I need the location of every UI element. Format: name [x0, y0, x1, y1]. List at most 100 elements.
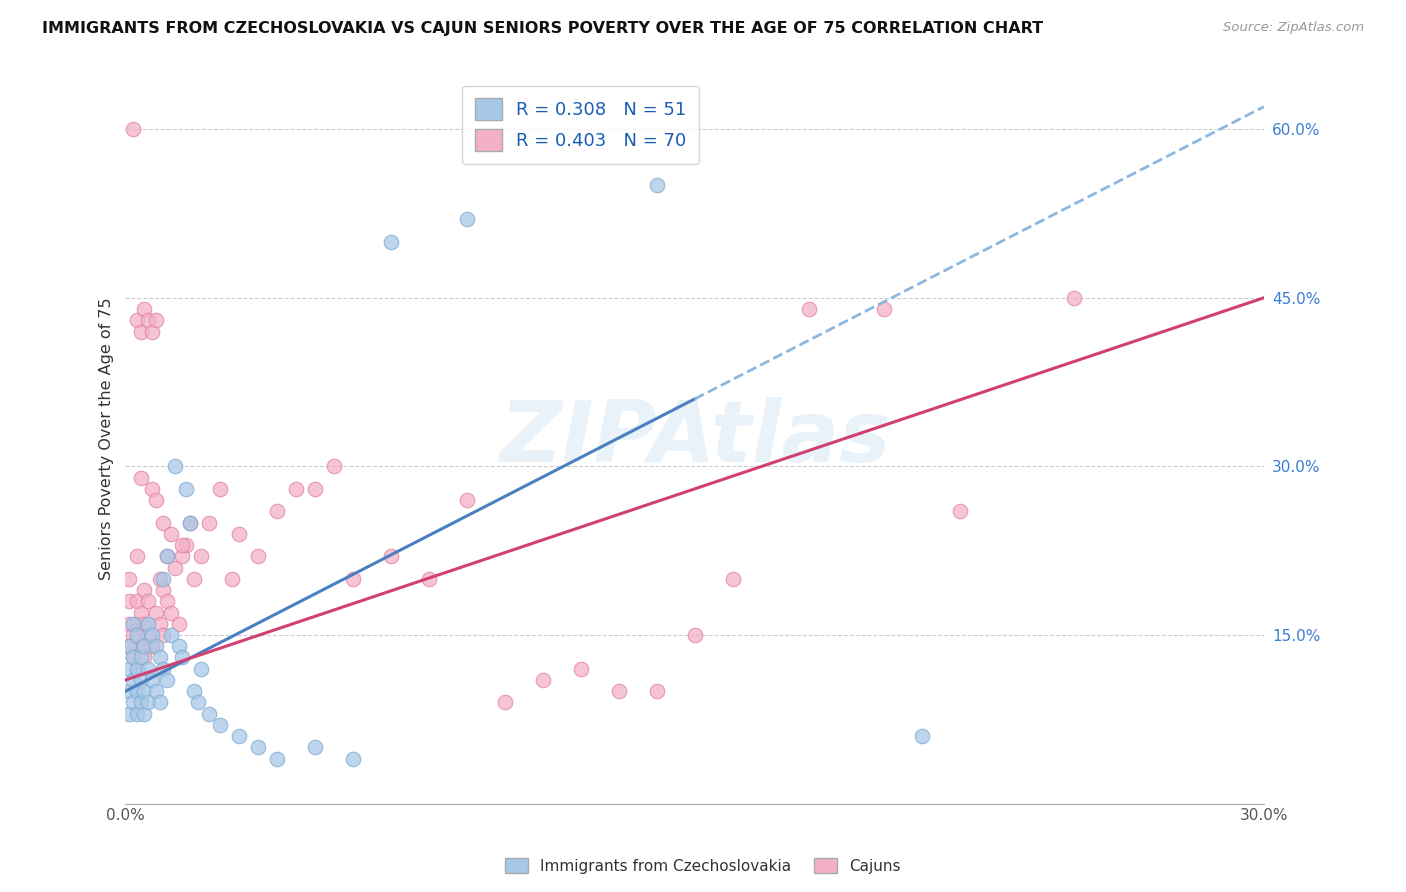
Point — [125, 662, 148, 676]
Point — [129, 639, 152, 653]
Point — [285, 482, 308, 496]
Point — [129, 673, 152, 687]
Point — [152, 582, 174, 597]
Point — [118, 662, 141, 676]
Point — [141, 482, 163, 496]
Point — [129, 650, 152, 665]
Point — [136, 696, 159, 710]
Point — [167, 616, 190, 631]
Point — [304, 740, 326, 755]
Point — [141, 673, 163, 687]
Point — [190, 662, 212, 676]
Point — [129, 606, 152, 620]
Point — [721, 572, 744, 586]
Point — [134, 684, 156, 698]
Point — [1063, 291, 1085, 305]
Point — [141, 639, 163, 653]
Point — [129, 470, 152, 484]
Point — [145, 313, 167, 327]
Point — [167, 639, 190, 653]
Point — [118, 639, 141, 653]
Point — [122, 696, 145, 710]
Text: ZIPAtlas: ZIPAtlas — [499, 397, 890, 480]
Point — [456, 212, 478, 227]
Point — [125, 628, 148, 642]
Point — [221, 572, 243, 586]
Point — [380, 235, 402, 249]
Point — [134, 301, 156, 316]
Point — [160, 628, 183, 642]
Point — [873, 301, 896, 316]
Point — [152, 662, 174, 676]
Point — [209, 718, 232, 732]
Point — [187, 696, 209, 710]
Point — [418, 572, 440, 586]
Point — [149, 696, 172, 710]
Point — [149, 572, 172, 586]
Point — [134, 639, 156, 653]
Point — [136, 594, 159, 608]
Point — [380, 549, 402, 564]
Point — [118, 639, 141, 653]
Point — [228, 729, 250, 743]
Point — [645, 684, 668, 698]
Legend: Immigrants from Czechoslovakia, Cajuns: Immigrants from Czechoslovakia, Cajuns — [499, 852, 907, 880]
Point — [342, 752, 364, 766]
Point — [122, 650, 145, 665]
Point — [304, 482, 326, 496]
Point — [145, 639, 167, 653]
Point — [125, 313, 148, 327]
Point — [129, 325, 152, 339]
Point — [122, 616, 145, 631]
Point — [183, 684, 205, 698]
Point — [174, 538, 197, 552]
Point — [607, 684, 630, 698]
Legend: R = 0.308   N = 51, R = 0.403   N = 70: R = 0.308 N = 51, R = 0.403 N = 70 — [463, 86, 699, 164]
Point — [342, 572, 364, 586]
Point — [156, 673, 179, 687]
Point — [141, 628, 163, 642]
Point — [134, 582, 156, 597]
Point — [179, 516, 201, 530]
Text: IMMIGRANTS FROM CZECHOSLOVAKIA VS CAJUN SENIORS POVERTY OVER THE AGE OF 75 CORRE: IMMIGRANTS FROM CZECHOSLOVAKIA VS CAJUN … — [42, 21, 1043, 36]
Y-axis label: Seniors Poverty Over the Age of 75: Seniors Poverty Over the Age of 75 — [100, 297, 114, 580]
Point — [160, 526, 183, 541]
Point — [172, 538, 194, 552]
Point — [122, 650, 145, 665]
Point — [160, 606, 183, 620]
Point — [136, 313, 159, 327]
Point — [152, 572, 174, 586]
Point — [172, 549, 194, 564]
Point — [156, 594, 179, 608]
Point — [198, 706, 221, 721]
Point — [531, 673, 554, 687]
Point — [122, 673, 145, 687]
Point — [569, 662, 592, 676]
Point — [174, 482, 197, 496]
Point — [456, 493, 478, 508]
Point — [125, 549, 148, 564]
Point — [118, 616, 141, 631]
Point — [645, 178, 668, 193]
Point — [118, 594, 141, 608]
Point — [494, 696, 516, 710]
Point — [152, 516, 174, 530]
Point — [136, 628, 159, 642]
Point — [172, 650, 194, 665]
Point — [183, 572, 205, 586]
Point — [911, 729, 934, 743]
Point — [145, 684, 167, 698]
Point — [136, 662, 159, 676]
Point — [247, 740, 270, 755]
Point — [125, 616, 148, 631]
Point — [198, 516, 221, 530]
Point — [323, 459, 346, 474]
Point — [118, 706, 141, 721]
Point — [156, 549, 179, 564]
Point — [145, 493, 167, 508]
Point — [141, 325, 163, 339]
Point — [797, 301, 820, 316]
Point — [134, 616, 156, 631]
Point — [136, 616, 159, 631]
Point — [149, 650, 172, 665]
